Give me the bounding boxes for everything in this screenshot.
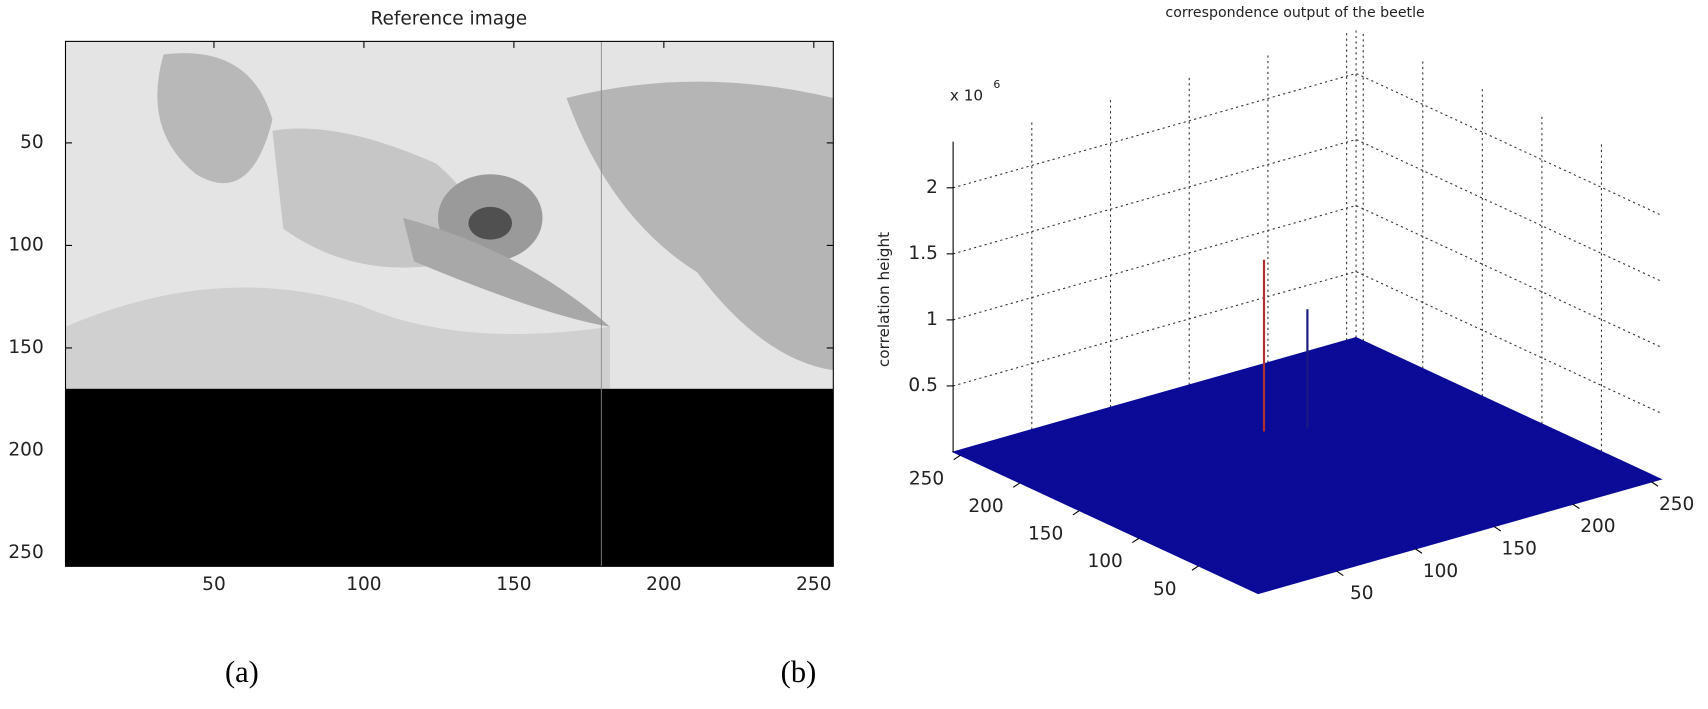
y-tick-label: 50: [1153, 579, 1177, 600]
x-tick-label: 50: [1350, 583, 1374, 604]
image-area: [157, 53, 273, 184]
axis-label: correlation height: [875, 232, 893, 367]
z-exponent: 6: [993, 78, 1000, 91]
y-tick: [953, 454, 961, 461]
x-tick: [1336, 570, 1344, 577]
y-tick-label: 200: [8, 439, 43, 460]
y-tick-label: 150: [8, 337, 43, 358]
image-area: [65, 287, 611, 390]
x-tick: [1572, 503, 1580, 510]
x-tick-label: 250: [1659, 494, 1694, 515]
chart-title: correspondence output of the beetle: [1165, 5, 1424, 21]
caption: (a): [225, 655, 259, 689]
chart-title: Reference image: [371, 9, 528, 30]
grid-line: [952, 204, 1662, 348]
y-tick: [1072, 510, 1080, 516]
x-tick-label: 200: [646, 574, 681, 595]
z-tick-label: 2: [926, 177, 938, 198]
image-area: [65, 388, 834, 567]
y-tick: [1132, 537, 1140, 544]
x-tick-label: 250: [796, 574, 831, 595]
y-tick-label: 250: [8, 542, 43, 563]
x-tick-label: 100: [346, 574, 381, 595]
x-tick-label: 150: [1502, 538, 1537, 559]
grid-line: [952, 72, 1662, 216]
y-tick-label: 50: [20, 132, 44, 153]
y-tick: [1191, 565, 1199, 571]
axes-box: [64, 40, 834, 567]
y-tick: [1012, 482, 1021, 488]
y-tick-label: 100: [8, 234, 43, 255]
x-tick: [1415, 548, 1423, 554]
image-area: [468, 206, 513, 240]
reference-image: Reference image: [64, 9, 834, 567]
y-tick-label: 150: [1028, 524, 1063, 545]
x-tick-label: 50: [202, 574, 226, 595]
z-tick-label: 0.5: [908, 375, 937, 396]
z-multiplier: x 10: [950, 86, 983, 104]
x-tick: [1651, 481, 1659, 487]
y-tick-label: 100: [1088, 551, 1123, 572]
y-tick-label: 200: [968, 496, 1003, 517]
surface: [951, 337, 1663, 595]
image-area: [566, 81, 834, 371]
z-tick-label: 1: [926, 309, 938, 330]
x-tick-label: 150: [496, 574, 531, 595]
grid-line: [952, 138, 1662, 282]
x-tick: [1493, 526, 1502, 532]
x-tick-label: 100: [1423, 561, 1458, 582]
image-area: [403, 217, 611, 327]
y-tick-label: 250: [909, 468, 944, 489]
z-tick-label: 1.5: [908, 243, 937, 264]
x-tick-label: 200: [1580, 516, 1615, 537]
grid-line: [952, 270, 1662, 414]
caption: (b): [781, 655, 817, 689]
